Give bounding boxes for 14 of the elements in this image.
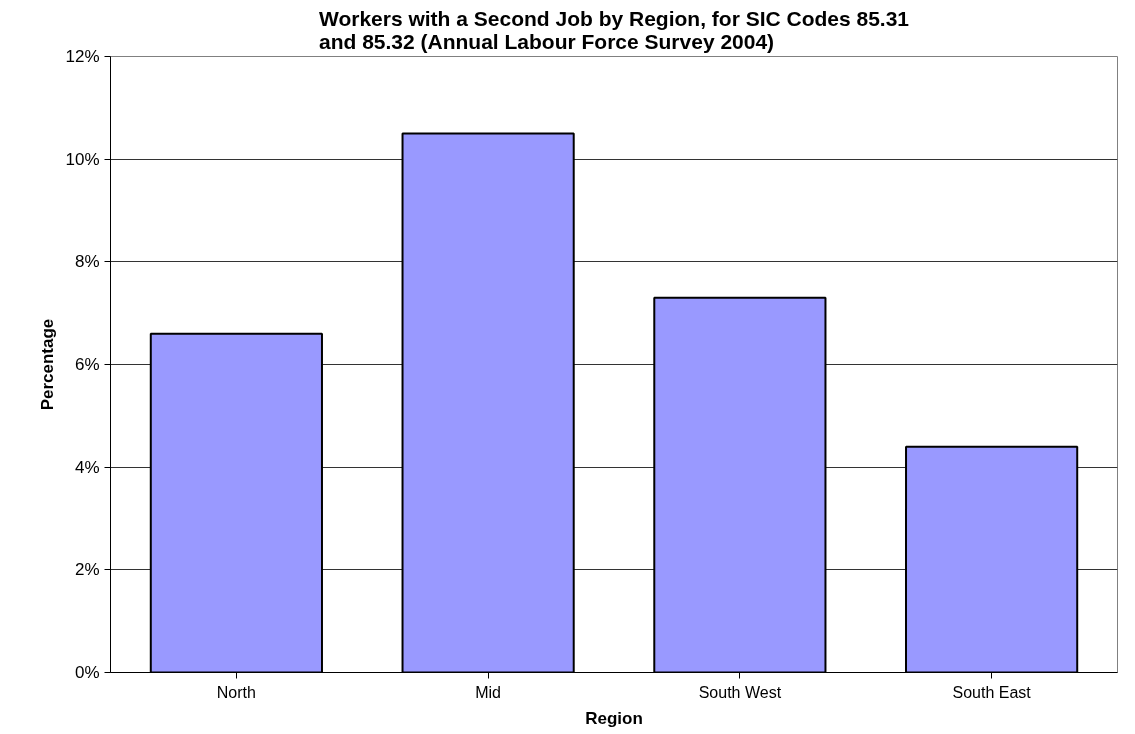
y-tick-label: 4% [74, 457, 100, 477]
y-axis-title: Percentage [38, 318, 58, 411]
chart-title: Workers with a Second Job by Region, for SIC Codes 85.31 and 85.32 (Annual Labour Force Survey 2004) [318, 6, 910, 53]
y-tick-label: 0% [74, 663, 100, 682]
y-tick-label: 6% [74, 355, 100, 374]
x-axis-title: Region [585, 708, 643, 728]
x-tick-label: North [216, 683, 256, 701]
y-tick-label: 10% [65, 149, 100, 169]
x-tick-label: Mid [475, 683, 502, 701]
x-tick-label: South East [952, 683, 1032, 701]
y-tick-label: 12% [65, 47, 100, 66]
y-tick-label: 2% [74, 560, 100, 580]
x-tick-label: South West [698, 683, 782, 701]
y-tick-label: 8% [74, 252, 100, 272]
